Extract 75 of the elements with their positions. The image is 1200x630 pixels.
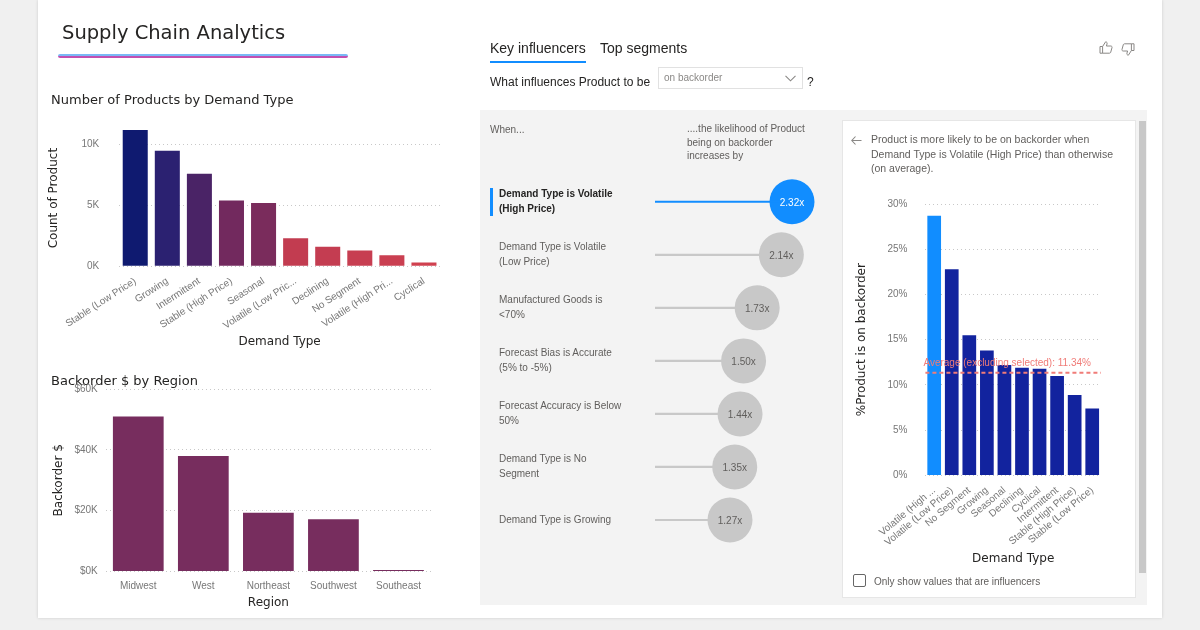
bar bbox=[308, 519, 359, 572]
text: Key influencers bbox=[490, 39, 586, 63]
x-axis-title: Demand Type bbox=[972, 550, 1055, 565]
text: When... bbox=[490, 123, 525, 137]
bar bbox=[1015, 367, 1029, 475]
text: Top segments bbox=[600, 39, 688, 58]
y-tick-label: 25% bbox=[887, 242, 908, 254]
x-axis-title: Region bbox=[247, 594, 289, 609]
chart-title: Product is more likely to be on backorder when Demand Type is Volatile (High Price) than otherwise (on average). bbox=[871, 132, 1114, 177]
bar bbox=[112, 416, 164, 572]
bar bbox=[218, 200, 244, 266]
bar bbox=[411, 262, 437, 266]
x-tick-label: Southeast bbox=[375, 580, 422, 592]
data-label: 1.27x bbox=[717, 514, 743, 526]
y-tick-label: $20K bbox=[74, 504, 99, 516]
chart-title: Number of Products by Demand Type bbox=[51, 92, 294, 108]
data-label: 2.32x bbox=[779, 196, 805, 208]
y-tick-label: Demand Type is Volatile (Low Price) bbox=[499, 241, 607, 267]
y-tick-label: Demand Type is Growing bbox=[499, 513, 612, 525]
bar bbox=[1032, 368, 1047, 475]
y-tick-label: 30% bbox=[887, 197, 908, 209]
y-axis-title: Count of Product bbox=[46, 147, 61, 249]
bar bbox=[379, 255, 405, 266]
bar bbox=[122, 130, 148, 266]
y-tick-label: Demand Type is No Segment bbox=[499, 453, 588, 479]
bar bbox=[283, 238, 309, 266]
dropdown: on backorder bbox=[658, 67, 803, 89]
bar bbox=[315, 246, 341, 266]
point bbox=[758, 232, 804, 278]
y-tick-label: 15% bbox=[887, 333, 908, 345]
y-tick-label: 10K bbox=[81, 138, 100, 150]
text: Supply Chain Analytics bbox=[62, 21, 286, 44]
y-tick-label: 5K bbox=[86, 199, 100, 211]
point bbox=[769, 179, 815, 225]
text: Only show values that are influencers bbox=[874, 575, 1041, 589]
y-tick-label: $0K bbox=[79, 565, 99, 577]
data-label: 1.44x bbox=[727, 408, 753, 420]
bar bbox=[177, 455, 229, 572]
bar bbox=[1050, 375, 1064, 475]
x-tick-label: Northeast bbox=[246, 580, 291, 592]
point bbox=[717, 391, 763, 437]
y-tick-label: 5% bbox=[892, 423, 908, 435]
point bbox=[707, 497, 753, 543]
data-label: 1.35x bbox=[722, 461, 747, 473]
y-tick-label: Forecast Accuracy is Below 50% bbox=[499, 400, 623, 426]
y-tick-label: 0% bbox=[892, 469, 908, 481]
y-tick-label: 20% bbox=[887, 288, 908, 300]
data-label: 2.14x bbox=[769, 249, 794, 261]
y-tick-label: $40K bbox=[74, 443, 99, 455]
y-axis-title: %Product is on backorder bbox=[854, 263, 869, 417]
bar bbox=[154, 150, 180, 266]
y-axis-title: Backorder $ bbox=[51, 444, 66, 517]
bar bbox=[1067, 394, 1082, 475]
y-tick-label: Manufactured Goods is <70% bbox=[499, 294, 603, 320]
text: ....the likelihood of Product being on backorder increases by bbox=[687, 122, 806, 163]
data-label: 1.73x bbox=[744, 302, 770, 314]
point bbox=[734, 285, 780, 331]
y-tick-label: Forecast Bias is Accurate (5% to -5%) bbox=[499, 347, 613, 373]
bar bbox=[251, 202, 277, 266]
y-tick-label: 10% bbox=[887, 378, 908, 390]
x-axis-title: Demand Type bbox=[238, 333, 321, 348]
bar bbox=[347, 250, 373, 266]
data-label: 1.50x bbox=[731, 355, 756, 367]
point bbox=[721, 338, 767, 384]
y-tick-label: 0K bbox=[86, 259, 100, 271]
x-tick-label: Midwest bbox=[119, 580, 157, 592]
text: What influences Product to be bbox=[490, 74, 651, 91]
bar bbox=[1085, 408, 1100, 475]
x-tick-label: Southwest bbox=[310, 580, 357, 592]
bar bbox=[186, 173, 212, 266]
x-tick-label: West bbox=[192, 580, 215, 592]
text: ? bbox=[807, 74, 814, 91]
point bbox=[712, 444, 758, 490]
y-tick-label: Demand Type is Volatile (High Price) bbox=[499, 188, 613, 214]
bar bbox=[243, 512, 294, 572]
